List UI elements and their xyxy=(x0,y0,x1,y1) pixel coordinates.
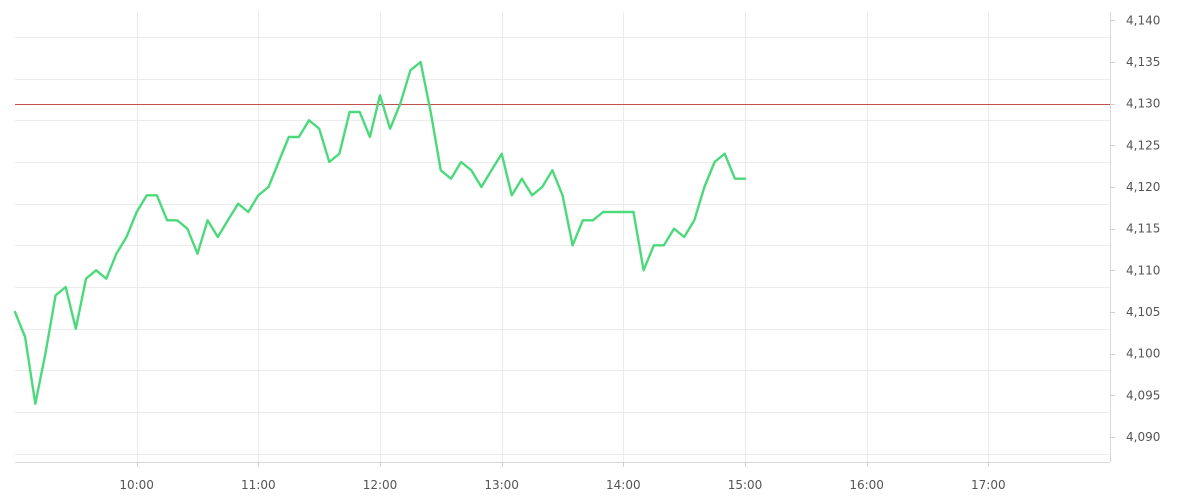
x-axis-tick-labels: 10:00 11:00 12:00 13:00 14:00 15:00 16:00 17:00 xyxy=(119,478,1005,492)
y-tick-label: 4,115 xyxy=(1126,222,1160,236)
x-tick-label: 16:00 xyxy=(849,478,884,492)
y-tick-label: 4,135 xyxy=(1126,55,1160,69)
x-tick-label: 14:00 xyxy=(606,478,641,492)
y-tick-label: 4,130 xyxy=(1126,97,1160,111)
y-tick-label: 4,090 xyxy=(1126,430,1160,444)
x-tick-label: 10:00 xyxy=(119,478,154,492)
x-tick-label: 12:00 xyxy=(363,478,398,492)
y-tick-label: 4,125 xyxy=(1126,138,1160,152)
y-tick-label: 4,095 xyxy=(1126,388,1160,402)
y-tick-label: 4,120 xyxy=(1126,180,1160,194)
axes xyxy=(15,12,1115,467)
y-tick-label: 4,100 xyxy=(1126,347,1160,361)
y-tick-label: 4,140 xyxy=(1126,13,1160,27)
x-tick-label: 17:00 xyxy=(971,478,1006,492)
y-axis-tick-labels: 4,090 4,095 4,100 4,105 4,110 4,115 4,120 4,125… xyxy=(1126,13,1160,444)
y-tick-label: 4,105 xyxy=(1126,305,1160,319)
x-tick-label: 15:00 xyxy=(728,478,763,492)
series-group xyxy=(13,60,747,405)
grid-lines xyxy=(15,12,1110,462)
x-tick-label: 13:00 xyxy=(484,478,519,492)
price-series-line xyxy=(13,60,747,405)
x-tick-label: 11:00 xyxy=(241,478,276,492)
y-tick-label: 4,110 xyxy=(1126,263,1160,277)
